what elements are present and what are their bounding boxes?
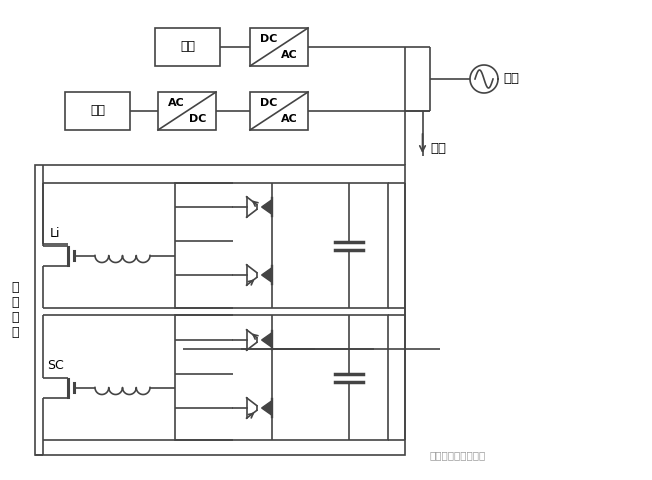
Text: AC: AC [281,50,298,60]
Bar [158,92,216,130]
Text: DC: DC [260,98,277,108]
Polygon shape [261,333,272,347]
Text: 分布式发电与微电网: 分布式发电与微电网 [430,450,486,460]
Text: AC: AC [281,114,298,124]
Bar [155,28,220,66]
Bar [65,92,130,130]
Bar [175,315,388,440]
Polygon shape [261,401,272,415]
Bar [35,165,405,455]
Text: 微网: 微网 [503,72,519,85]
Text: DC: DC [188,114,206,124]
Text: Li: Li [50,227,60,240]
Text: 负荷: 负荷 [430,143,447,156]
Text: 储
能
系
统: 储 能 系 统 [11,281,19,339]
Polygon shape [261,200,272,214]
Text: 电源: 电源 [180,40,195,53]
Text: 电源: 电源 [90,105,105,118]
Bar [175,183,388,308]
Text: SC: SC [47,359,63,372]
Text: AC: AC [168,98,185,108]
Polygon shape [261,268,272,282]
Text: DC: DC [260,35,277,44]
Bar [250,28,308,66]
Bar [250,92,308,130]
